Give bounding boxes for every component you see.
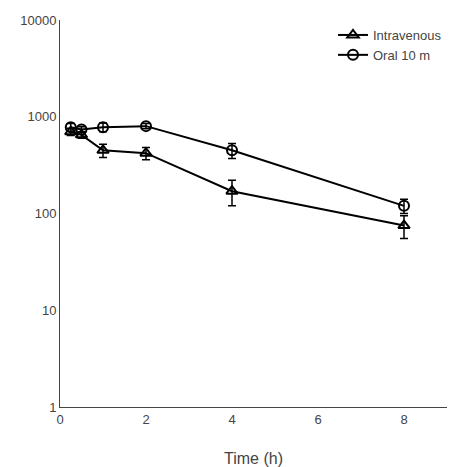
svg-text:0: 0 (56, 412, 63, 427)
svg-text:2: 2 (142, 412, 149, 427)
svg-text:10: 10 (42, 303, 56, 318)
svg-text:4: 4 (228, 412, 235, 427)
svg-text:Time (h): Time (h) (224, 450, 283, 467)
svg-text:8: 8 (400, 412, 407, 427)
svg-text:Oral 10 m: Oral 10 m (373, 48, 430, 63)
svg-text:Intravenous: Intravenous (373, 28, 441, 43)
svg-text:6: 6 (314, 412, 321, 427)
svg-text:10000: 10000 (20, 13, 56, 28)
svg-text:100: 100 (35, 206, 57, 221)
svg-text:1000: 1000 (27, 109, 56, 124)
svg-text:1: 1 (49, 400, 56, 415)
